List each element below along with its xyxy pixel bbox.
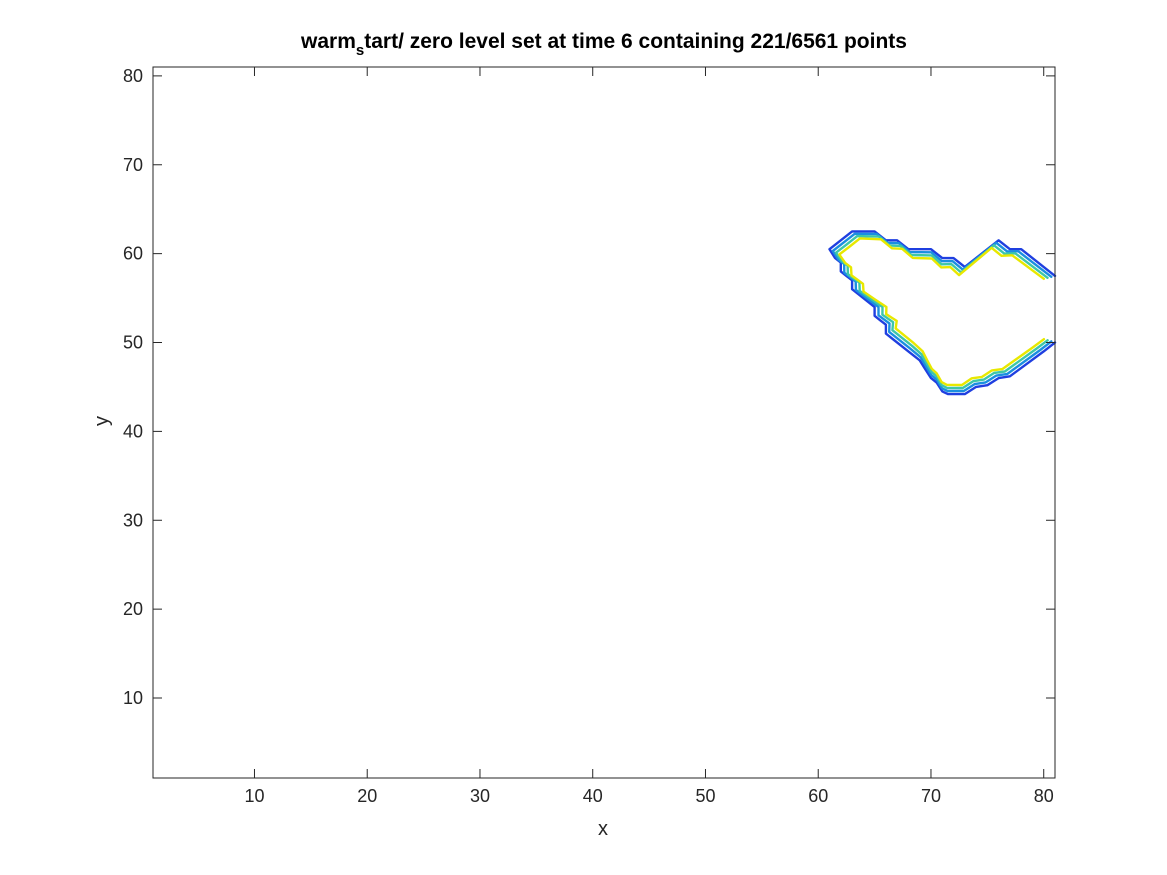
- y-axis-label: y: [91, 416, 113, 426]
- x-axis-label: x: [598, 818, 608, 840]
- x-tick-label: 30: [470, 786, 490, 806]
- axis-ticks: [153, 67, 1055, 778]
- y-tick-label: 80: [123, 66, 143, 86]
- x-tick-label: 70: [921, 786, 941, 806]
- chart-title-subscript: s: [356, 42, 364, 59]
- y-tick-label: 20: [123, 599, 143, 619]
- chart-title-post: tart/ zero level set at time 6 containin…: [364, 30, 907, 53]
- x-tick-label: 20: [357, 786, 377, 806]
- y-axis-tick-labels: 10 20 30 40 50 60 70 80: [123, 66, 143, 708]
- y-tick-label: 10: [123, 688, 143, 708]
- axes-box: [152, 66, 1056, 779]
- x-tick-label: 40: [583, 786, 603, 806]
- contour-line-3: [834, 234, 1049, 390]
- y-tick-label: 60: [123, 244, 143, 264]
- level-set-curves: [828, 230, 1057, 396]
- chart-title: warmstart/ zero level set at time 6 cont…: [300, 30, 907, 59]
- contour-line-4: [838, 237, 1046, 387]
- chart-title-pre: warm: [300, 30, 356, 53]
- x-tick-label: 60: [808, 786, 828, 806]
- contour-line-2: [831, 232, 1053, 393]
- y-tick-label: 40: [123, 421, 143, 441]
- plot-area: [152, 66, 1057, 779]
- x-tick-label: 10: [244, 786, 264, 806]
- y-tick-label: 30: [123, 510, 143, 530]
- x-tick-label: 50: [695, 786, 715, 806]
- x-tick-label: 80: [1034, 786, 1054, 806]
- y-tick-label: 70: [123, 155, 143, 175]
- contour-line-1: [828, 230, 1057, 396]
- y-tick-label: 50: [123, 333, 143, 353]
- x-axis-tick-labels: 10 20 30 40 50 60 70 80: [244, 786, 1053, 806]
